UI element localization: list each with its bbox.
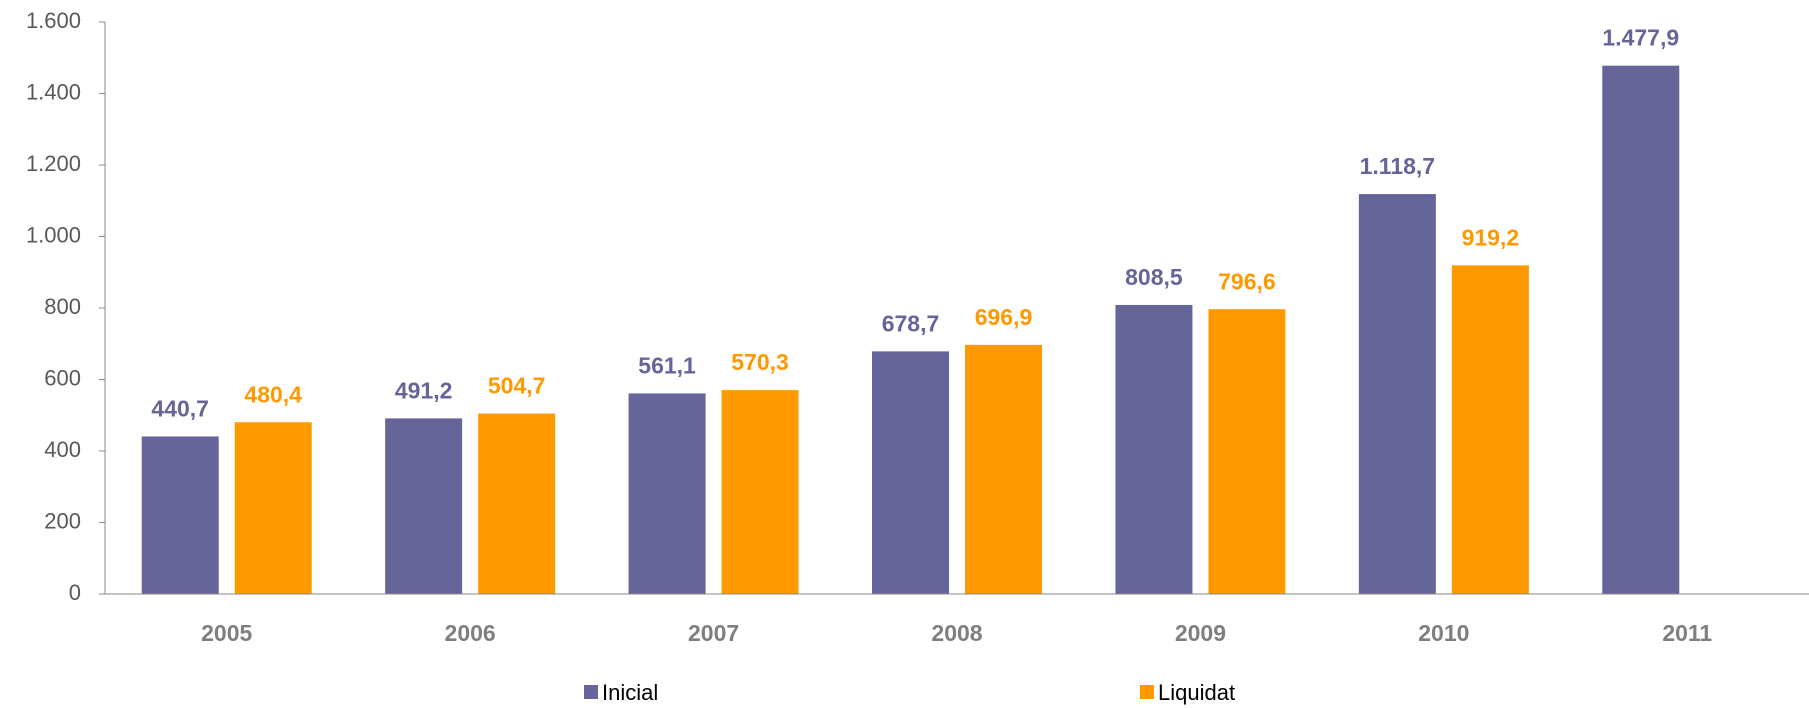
y-tick-label: 600 bbox=[44, 365, 81, 390]
bar bbox=[1358, 194, 1436, 594]
bar bbox=[141, 436, 219, 594]
y-tick-label: 0 bbox=[69, 580, 81, 605]
value-label: 696,9 bbox=[975, 304, 1033, 330]
bar bbox=[1208, 309, 1286, 594]
bar bbox=[234, 422, 312, 594]
x-tick-label: 2005 bbox=[201, 620, 252, 646]
x-tick-label: 2007 bbox=[688, 620, 739, 646]
bar bbox=[385, 418, 463, 594]
legend-label: Liquidat bbox=[1158, 680, 1235, 705]
bar bbox=[965, 344, 1042, 594]
bar bbox=[1115, 304, 1193, 594]
y-tick-label: 800 bbox=[44, 294, 81, 319]
legend-swatch bbox=[584, 685, 598, 699]
x-tick-label: 2008 bbox=[931, 620, 982, 646]
value-label: 491,2 bbox=[395, 377, 453, 403]
value-label: 561,1 bbox=[638, 352, 696, 378]
x-tick-label: 2006 bbox=[445, 620, 496, 646]
x-tick-label: 2009 bbox=[1175, 620, 1226, 646]
value-label: 678,7 bbox=[882, 310, 940, 336]
value-label: 1.118,7 bbox=[1360, 153, 1435, 179]
x-tick-label: 2010 bbox=[1418, 620, 1469, 646]
bar bbox=[872, 351, 949, 594]
bar bbox=[628, 393, 706, 594]
bar bbox=[721, 390, 799, 594]
value-label: 919,2 bbox=[1462, 224, 1520, 250]
y-tick-label: 1.600 bbox=[26, 8, 81, 33]
x-tick-label: 2011 bbox=[1662, 620, 1712, 646]
value-label: 480,4 bbox=[244, 381, 302, 407]
y-tick-label: 1.400 bbox=[26, 79, 81, 104]
value-label: 440,7 bbox=[151, 396, 209, 422]
y-tick-label: 200 bbox=[44, 508, 81, 533]
bar bbox=[1602, 65, 1680, 594]
value-label: 796,6 bbox=[1218, 268, 1276, 294]
y-tick-label: 400 bbox=[44, 437, 81, 462]
legend-swatch bbox=[1140, 685, 1154, 699]
value-label: 504,7 bbox=[488, 373, 546, 399]
value-label: 808,5 bbox=[1125, 264, 1183, 290]
y-tick-label: 1.000 bbox=[26, 222, 81, 247]
bar bbox=[478, 413, 556, 594]
value-label: 1.477,9 bbox=[1602, 25, 1679, 51]
y-tick-label: 1.200 bbox=[26, 151, 81, 176]
legend-label: Inicial bbox=[602, 680, 658, 705]
value-label: 570,3 bbox=[731, 349, 789, 375]
bar bbox=[1451, 265, 1529, 594]
